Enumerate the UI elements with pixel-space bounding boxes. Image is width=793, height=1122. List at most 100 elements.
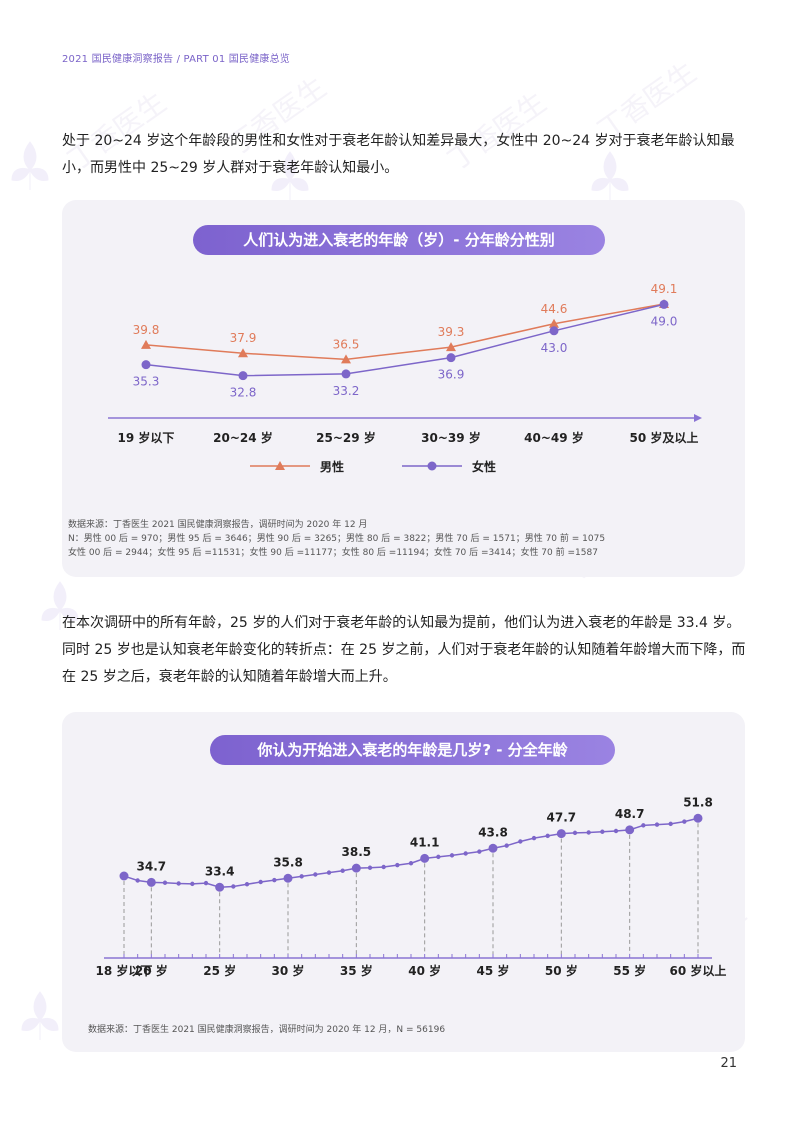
chart1-data-label-female: 36.9 [438, 368, 465, 382]
chart2-point [613, 828, 619, 834]
chart2-tick-label: 30 岁 [272, 963, 305, 978]
chart1-data-label-female: 49.0 [651, 314, 678, 328]
chart1-point-female [238, 371, 248, 381]
chart2-point [215, 882, 225, 892]
chart1-tick-label: 20~24 岁 [213, 430, 273, 445]
chart1-point-male [141, 339, 151, 349]
chart2-point [654, 822, 660, 827]
chart1-data-label-male: 37.9 [230, 331, 257, 345]
chart2-point [518, 839, 523, 844]
chart2-point [258, 879, 263, 885]
chart1-axis-arrow [694, 414, 702, 422]
chart2-data-label: 41.1 [410, 835, 440, 849]
chart1-point-female [141, 360, 151, 370]
chart2-point [572, 830, 578, 836]
chart2-tick-label: 18 岁以下 [96, 963, 153, 978]
chart1-point-male [341, 354, 351, 364]
chart2-point [381, 864, 386, 870]
paragraph-intro: 处于 20~24 岁这个年龄段的男性和女性对于衰老年龄认知差异最大，女性中 20… [62, 133, 735, 176]
chart2-point [283, 873, 293, 883]
chart2-point [395, 862, 400, 868]
chart1-source: 数据来源：丁香医生 2021 国民健康洞察报告，调研时间为 2020 年 12 … [68, 518, 605, 560]
chart2-point [299, 874, 304, 879]
leaf-watermark-icon [11, 141, 49, 190]
chart2-data-label: 33.4 [205, 864, 235, 878]
chart2-point [119, 871, 129, 881]
chart1-tick-label: 19 岁以下 [118, 430, 175, 445]
chart2-point [682, 819, 687, 824]
chart2-point [351, 863, 361, 873]
chart2-data-label: 47.7 [547, 811, 577, 825]
chart1-data-label-female: 35.3 [133, 375, 160, 389]
chart2-point [449, 853, 455, 858]
chart2-point [135, 878, 140, 883]
chart2-point [600, 829, 605, 834]
chart2-point [162, 880, 168, 885]
chart1-tick-label: 30~39 岁 [421, 430, 481, 445]
chart1-tick-label: 40~49 岁 [524, 430, 584, 445]
legend-male-marker [275, 461, 285, 470]
chart1-source-line: 女性 00 后 = 2944；女性 95 后 =11531；女性 90 后 =1… [68, 548, 598, 558]
chart2-point [477, 849, 482, 854]
chart1-source-line: 数据来源：丁香医生 2021 国民健康洞察报告，调研时间为 2020 年 12 … [68, 520, 368, 530]
chart2-source: 数据来源：丁香医生 2021 国民健康洞察报告，调研时间为 2020 年 12 … [88, 1025, 446, 1035]
chart2-data-label: 34.7 [137, 859, 167, 873]
leaf-watermark-icon [591, 151, 629, 200]
chart2-point [693, 813, 703, 823]
chart1-data-label-male: 44.6 [541, 302, 568, 316]
chart2-point [463, 851, 468, 856]
chart2-point [203, 880, 209, 886]
legend-female-label: 女性 [472, 459, 496, 474]
chart2-tick-label: 25 岁 [203, 963, 236, 978]
chart2-point [176, 881, 181, 886]
chart2-tick-label: 55 岁 [613, 963, 646, 978]
chart1-title: 人们认为进入衰老的年龄（岁）- 分年龄分性别 [193, 225, 605, 255]
chart2-point [641, 823, 646, 828]
chart2-tick-label: 60 岁以上 [670, 963, 727, 978]
chart2-tick-label: 50 岁 [545, 963, 578, 978]
chart2-point [556, 829, 566, 839]
chart1-card [62, 200, 745, 577]
chart1-tick-label: 25~29 岁 [316, 430, 376, 445]
chart2-point [531, 835, 537, 841]
chart1-point-female [549, 326, 559, 336]
chart2-point [408, 861, 414, 866]
chart2-title: 你认为开始进入衰老的年龄是几岁? - 分全年龄 [210, 735, 615, 765]
chart2-point [190, 881, 195, 887]
chart2-tick-label: 35 岁 [340, 963, 373, 978]
chart2-point [625, 825, 635, 835]
chart2-tick-label: 45 岁 [477, 963, 510, 978]
chart1-source-line: N：男性 00 后 = 970；男性 95 后 = 3646；男性 90 后 =… [68, 534, 606, 544]
chart2-point [146, 877, 156, 887]
chart2-point [231, 884, 236, 889]
chart1-series-line-female [145, 303, 665, 377]
chart2-data-label: 38.5 [342, 845, 372, 859]
chart1-point-male [549, 318, 559, 328]
chart2-data-label: 43.8 [478, 825, 508, 839]
chart2-point [586, 830, 591, 835]
chart2-point [326, 870, 332, 875]
chart1-point-female [446, 353, 456, 363]
chart2-point [244, 882, 250, 887]
chart1-series-line-male [145, 303, 665, 361]
chart2-point [668, 821, 673, 827]
chart1-data-label-male: 36.5 [333, 337, 360, 351]
chart1-data-label-female: 43.0 [541, 341, 568, 355]
chart1-data-label-male: 49.1 [651, 282, 678, 296]
chart1-data-label-male: 39.8 [133, 323, 160, 337]
chart2-data-label: 48.7 [615, 807, 645, 821]
chart2-point [313, 872, 318, 877]
leaf-watermark-icon [41, 581, 79, 630]
page-number: 21 [720, 1056, 737, 1071]
chart1-point-male [446, 342, 456, 352]
chart2-point [420, 853, 430, 863]
chart1-data-label-female: 33.2 [333, 384, 360, 398]
chart2-data-label: 35.8 [273, 855, 303, 869]
chart1-point-female [659, 299, 669, 309]
chart2-point [367, 865, 373, 870]
chart2-point [272, 877, 277, 883]
legend-female-marker [427, 461, 437, 471]
chart2-tick-label: 20 岁 [135, 963, 168, 978]
paragraph-analysis: 在本次调研中的所有年龄，25 岁的人们对于衰老年龄的认知最为提前，他们认为进入衰… [62, 615, 746, 685]
chart1-point-female [341, 369, 351, 379]
